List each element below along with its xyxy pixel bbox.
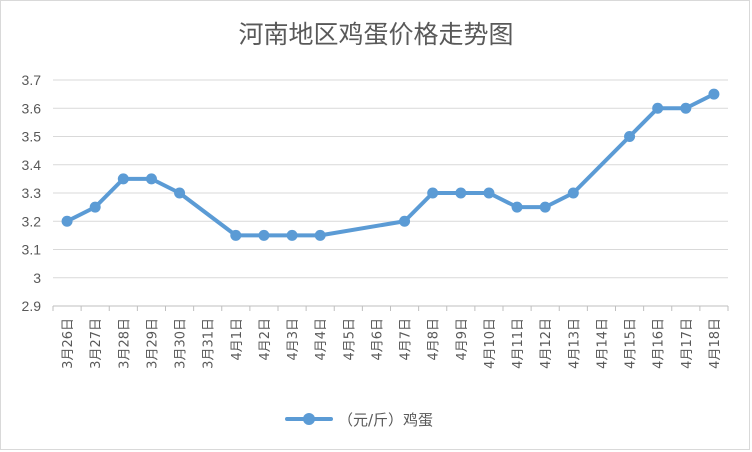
- x-tick-label: 4月16日: [652, 318, 667, 369]
- x-tick-label: 4月6日: [370, 318, 385, 361]
- x-tick-label: 3月27日: [89, 318, 104, 369]
- y-tick-label: 3.1: [22, 242, 42, 258]
- data-point: [427, 187, 439, 199]
- x-tick-label: 3月26日: [61, 318, 76, 369]
- data-point: [652, 102, 664, 114]
- x-tick-label: 4月2日: [258, 318, 273, 361]
- data-point: [145, 173, 157, 185]
- x-tick-label: 4月13日: [567, 318, 582, 369]
- data-point: [399, 215, 411, 227]
- x-tick-label: 4月10日: [483, 318, 498, 369]
- data-point: [314, 229, 326, 241]
- y-tick-label: 3.7: [22, 72, 42, 88]
- series-layer: [61, 88, 720, 241]
- x-tick-label: 4月1日: [230, 318, 245, 361]
- x-tick-label: 3月29日: [145, 318, 160, 369]
- legend[interactable]: （元/斤）鸡蛋: [285, 411, 433, 429]
- y-tick-label: 3.6: [22, 100, 42, 116]
- gridlines: [53, 79, 728, 307]
- x-tick-label: 4月7日: [399, 318, 414, 361]
- legend-label: （元/斤）鸡蛋: [338, 411, 433, 429]
- data-point: [680, 102, 692, 114]
- y-tick-label: 3.2: [22, 213, 42, 229]
- data-point: [286, 229, 298, 241]
- y-tick-label: 2.9: [22, 298, 42, 314]
- data-point: [539, 201, 551, 213]
- y-tick-label: 3: [33, 270, 41, 286]
- data-point: [117, 173, 129, 185]
- data-point: [61, 215, 73, 227]
- x-axis: 3月26日 3月27日 3月28日 3月29日 3月30日 3月31日 4月1日 4月2日 4月…: [52, 305, 729, 369]
- x-tick-label: 4月8日: [427, 318, 442, 361]
- y-tick-label: 3.5: [22, 129, 42, 145]
- x-tick-label: 4月15日: [624, 318, 639, 369]
- y-axis-ticks: 2.9 3 3.1 3.2 3.3 3.4 3.5 3.6 3.7: [22, 72, 42, 314]
- data-point: [708, 88, 720, 100]
- y-tick-label: 3.4: [22, 157, 42, 173]
- x-tick-label: 3月31日: [202, 318, 217, 369]
- data-point: [455, 187, 467, 199]
- x-tick-label: 3月28日: [117, 318, 132, 369]
- x-tick-label: 4月17日: [680, 318, 695, 369]
- data-point: [174, 187, 186, 199]
- x-tick-label: 4月5日: [342, 318, 357, 361]
- data-point: [511, 201, 523, 213]
- x-tick-label: 4月4日: [314, 318, 329, 361]
- x-tick-label: 4月18日: [708, 318, 723, 369]
- x-tick-label: 4月14日: [595, 318, 610, 369]
- data-point: [230, 229, 242, 241]
- chart-title: 河南地区鸡蛋价格走势图: [238, 20, 513, 49]
- x-tick-label: 3月30日: [174, 318, 189, 369]
- data-point: [89, 201, 101, 213]
- y-tick-label: 3.3: [22, 185, 42, 201]
- x-tick-label: 4月12日: [539, 318, 554, 369]
- x-tick-label: 4月3日: [286, 318, 301, 361]
- data-point: [258, 229, 270, 241]
- data-point: [567, 187, 579, 199]
- data-point: [483, 187, 495, 199]
- data-point: [624, 131, 636, 142]
- x-tick-label: 4月11日: [511, 318, 526, 369]
- legend-marker-swatch: [303, 413, 315, 425]
- x-tick-label: 4月9日: [455, 318, 470, 361]
